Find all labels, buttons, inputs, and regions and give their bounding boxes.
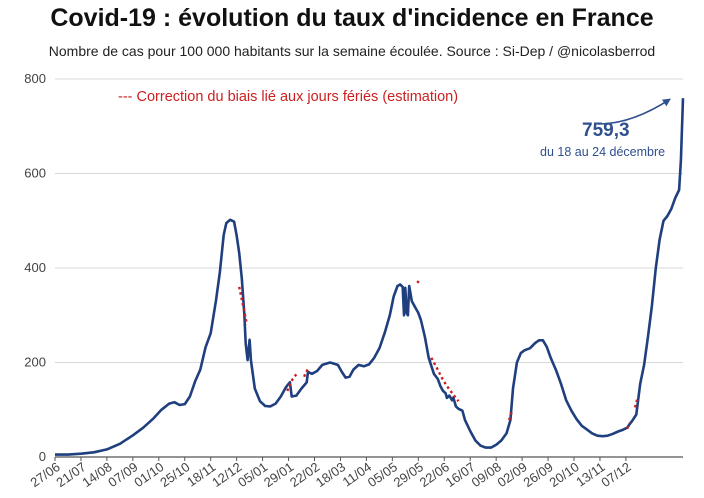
y-tick-label: 600 bbox=[24, 166, 46, 181]
correction-segment bbox=[633, 397, 639, 408]
correction-segment bbox=[416, 280, 421, 285]
correction-segment bbox=[430, 357, 460, 402]
y-tick-label: 800 bbox=[24, 71, 46, 86]
x-tick-label: 07/12 bbox=[598, 459, 633, 490]
correction-segment bbox=[626, 422, 631, 430]
y-tick-label: 400 bbox=[24, 260, 46, 275]
annotation-subtext: du 18 au 24 décembre bbox=[540, 145, 665, 159]
annotation-arrow bbox=[597, 98, 671, 125]
chart-subtitle: Nombre de cas pour 100 000 habitants sur… bbox=[48, 43, 656, 59]
chart-title: Covid-19 : évolution du taux d'incidence… bbox=[50, 4, 654, 32]
y-tick-label: 0 bbox=[39, 449, 46, 464]
correction-segment bbox=[238, 286, 249, 325]
annotation-value: 759,3 bbox=[582, 120, 630, 141]
correction-segment bbox=[507, 411, 513, 421]
series-line-incidence bbox=[55, 98, 685, 456]
correction-segment bbox=[303, 366, 311, 378]
legend-correction: --- Correction du biais lié aux jours fé… bbox=[118, 89, 458, 105]
y-tick-label: 200 bbox=[24, 355, 46, 370]
